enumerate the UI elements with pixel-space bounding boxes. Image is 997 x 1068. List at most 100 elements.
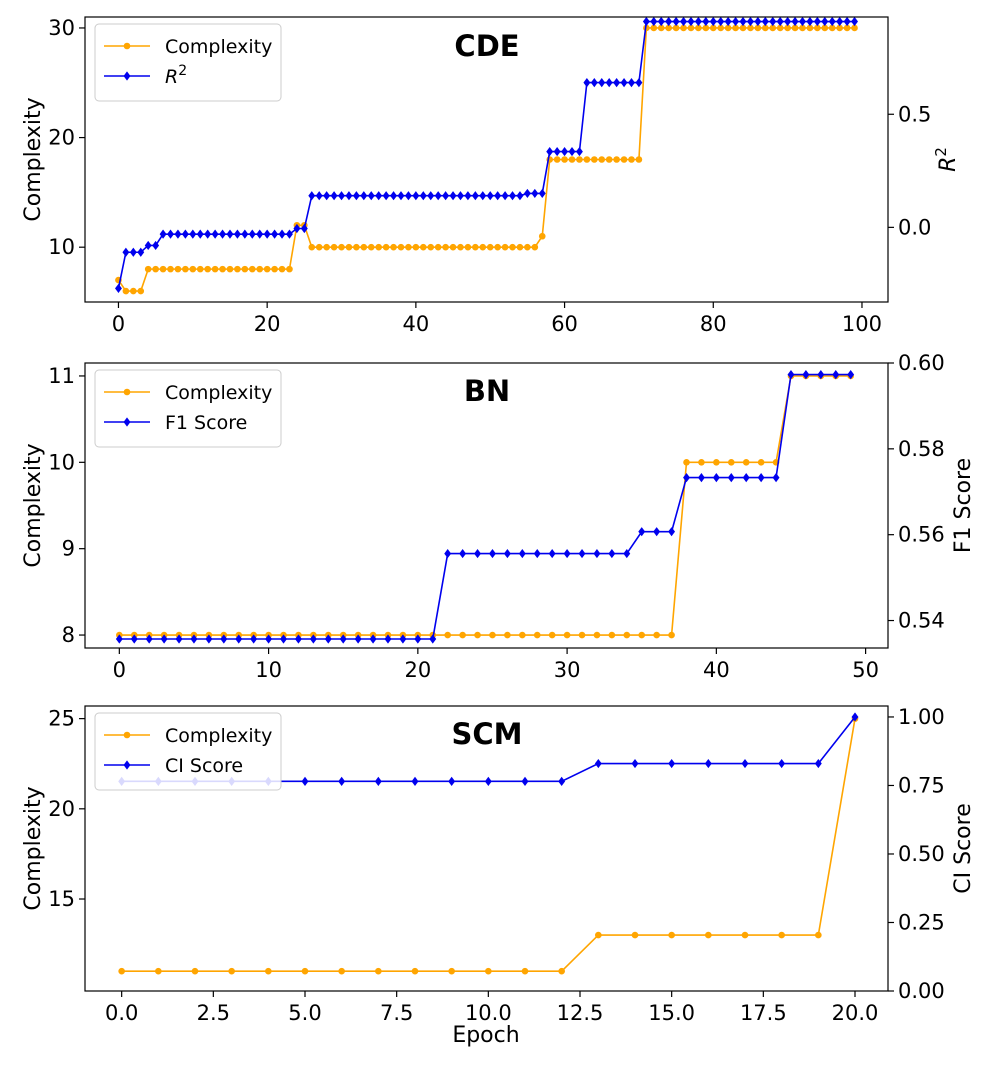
data-point-cde-1-43 [434,191,442,201]
panel-title-cde: CDE [454,29,519,63]
y-tick-label-right-scm-3: 0.75 [898,773,945,797]
data-point-cde-1-18 [248,229,256,239]
data-point-cde-1-95 [821,16,829,27]
data-point-cde-0-20 [263,265,271,273]
data-point-cde-0-15 [226,265,234,273]
data-point-cde-0-17 [241,265,249,273]
data-point-cde-1-94 [813,16,821,27]
plot-frame-scm [84,705,889,992]
x-tick-label-cde-0: 0 [112,312,125,336]
data-point-bn-1-6 [205,634,213,644]
data-point-cde-0-35 [375,243,382,251]
data-point-scm-0-1 [155,967,162,975]
data-point-bn-1-5 [190,634,198,644]
data-point-cde-1-61 [568,146,576,157]
data-point-cde-0-73 [657,24,665,32]
data-point-cde-0-57 [538,232,546,240]
x-tick-label-scm-0: 0.0 [105,1001,138,1025]
data-point-bn-0-24 [474,631,481,639]
data-point-cde-0-10 [189,265,197,273]
data-point-cde-1-17 [241,229,249,239]
data-point-cde-0-37 [390,243,397,251]
data-point-scm-0-12 [558,967,565,975]
data-point-cde-1-88 [769,16,777,27]
y-tick-label-left-cde-0: 10 [48,235,75,259]
data-point-bn-1-24 [474,548,481,559]
data-point-cde-0-22 [278,265,286,273]
data-point-bn-0-40 [713,459,720,466]
data-point-cde-1-51 [494,191,502,201]
data-point-cde-1-25 [300,223,308,234]
series-line-cde-1 [117,20,855,289]
data-point-cde-0-72 [650,24,658,32]
data-point-cde-1-76 [680,16,687,27]
y-tick-label-right-bn-0: 0.54 [898,609,945,633]
data-point-cde-1-86 [754,16,762,27]
data-point-cde-0-42 [427,243,435,251]
data-point-cde-1-38 [397,191,405,201]
data-point-bn-0-34 [623,631,631,639]
data-point-bn-1-38 [683,473,690,483]
data-point-scm-1-11 [521,776,529,786]
panel-title-scm: SCM [451,717,522,751]
data-point-bn-0-22 [444,631,451,639]
data-point-scm-0-5 [301,967,309,975]
x-tick-label-cde-1: 20 [254,312,281,336]
x-tick-label-scm-2: 5.0 [288,1001,321,1025]
y-tick-label-left-scm-1: 20 [48,797,75,821]
legend-marker-scm-0 [123,731,131,739]
legend-label-bn-1: F1 Score [165,412,247,434]
y-tick-label-right-bn-2: 0.58 [898,437,945,461]
data-point-cde-1-14 [219,229,227,239]
data-point-scm-1-19 [814,758,822,769]
data-point-cde-1-19 [256,229,264,239]
data-point-cde-0-90 [784,24,791,32]
data-point-bn-1-4 [175,634,183,644]
data-point-cde-0-11 [196,265,204,273]
data-point-cde-0-89 [776,24,784,32]
legend-marker-cde-0 [123,42,131,50]
data-point-scm-0-10 [485,967,492,975]
data-point-cde-0-61 [568,156,576,163]
data-point-cde-1-13 [211,229,219,239]
data-point-bn-1-22 [444,548,452,559]
data-point-cde-1-98 [843,16,851,27]
data-point-cde-1-66 [605,77,613,88]
plot-area-bn: 0 10 20 30 40 50 8 9 10 11 0.54 0.56 0.58 0.60 [48,351,945,682]
data-point-cde-1-99 [851,16,858,27]
data-point-cde-1-10 [189,229,197,239]
y-tick-label-right-cde-1: 0.5 [898,102,931,126]
data-point-cde-1-54 [516,191,524,201]
data-point-cde-1-91 [791,16,799,27]
data-point-cde-0-62 [576,156,583,163]
data-point-cde-1-33 [360,191,368,201]
data-point-cde-0-31 [345,243,353,251]
y-axis-label-left-bn: Complexity [21,443,46,567]
data-point-cde-1-53 [509,191,516,201]
data-point-cde-1-11 [196,229,204,239]
x-tick-label-cde-5: 100 [842,312,882,336]
x-tick-label-bn-2: 20 [404,658,431,682]
data-point-cde-1-80 [709,16,717,27]
y-tick-label-right-bn-3: 0.60 [898,351,945,375]
data-point-scm-0-13 [595,931,602,939]
data-point-scm-0-15 [668,931,675,939]
data-point-bn-0-36 [653,631,660,639]
data-point-cde-0-34 [367,243,375,251]
x-tick-label-bn-1: 10 [255,658,282,682]
data-point-cde-0-92 [799,24,806,32]
data-point-cde-1-81 [717,16,725,27]
y-tick-label-right-cde-0: 0.0 [898,215,931,239]
data-point-bn-1-11 [280,634,287,644]
data-point-cde-1-60 [561,146,569,157]
data-point-scm-1-18 [778,758,786,769]
data-point-cde-0-93 [806,24,814,32]
data-point-cde-1-16 [233,229,241,239]
data-point-cde-1-15 [226,229,234,239]
y-axis-label-left-scm: Complexity [21,786,46,910]
data-point-cde-0-95 [821,24,829,32]
series-line-cde-0 [117,27,855,292]
data-point-scm-1-15 [668,758,676,769]
data-point-cde-1-67 [613,77,621,88]
plot-area-scm: 0.0 2.5 5.0 7.5 10.0 12.5 15.0 17.5 20.0 15 20 25 0.… [48,705,945,1025]
